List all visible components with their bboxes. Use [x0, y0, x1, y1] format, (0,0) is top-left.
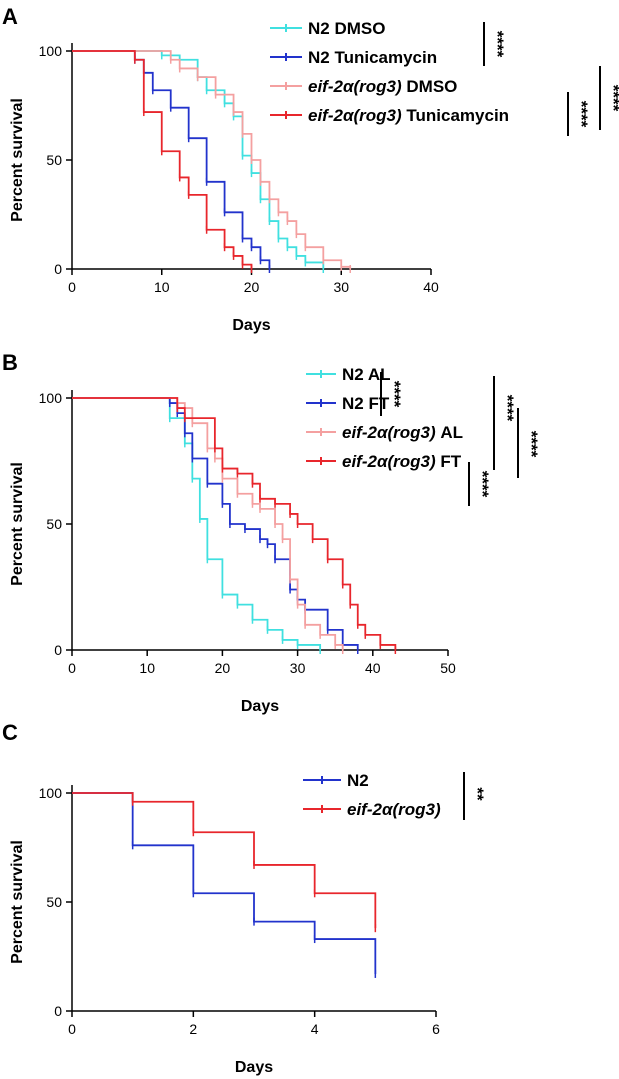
panel-c-series-1-line [72, 792, 377, 929]
panel-a-series-3-line [72, 50, 253, 269]
panel-c-y-tick-label: 0 [54, 1003, 62, 1019]
panel-c-x-tick-label: 6 [432, 1021, 440, 1037]
panel-c-legend-label: N2 [347, 771, 369, 790]
panel-a-y-tick-label: 0 [54, 261, 62, 277]
panel-a-significance-label: **** [572, 101, 591, 128]
panel-b-x-tick-label: 50 [440, 660, 456, 676]
panel-a-x-tick-label: 0 [68, 279, 76, 295]
panel-c-x-tick-label: 0 [68, 1021, 76, 1037]
panel-b-significance-label: **** [473, 471, 492, 498]
panel-a-chart: 0 10 20 30 40 0 50 100 Days Percent survival N2 DM… [9, 19, 619, 334]
panel-c-chart: 0 2 4 6 0 50 100 Days Percent survival N2 eif-2α(r… [9, 771, 487, 1076]
panel-letter-b: B [2, 350, 18, 375]
panel-b-legend-label: N2 FT [342, 394, 390, 413]
panel-a-x-axis-label: Days [232, 317, 270, 334]
panel-letter-c: C [2, 720, 18, 745]
panel-b-significance-label: **** [498, 395, 517, 422]
panel-a-legend-label: N2 Tunicamycin [308, 48, 437, 67]
panel-a-legend-label: N2 DMSO [308, 19, 385, 38]
panel-a-significance-label: **** [488, 31, 507, 58]
panel-b-x-tick-label: 40 [365, 660, 381, 676]
panel-b-x-tick-label: 0 [68, 660, 76, 676]
panel-a-legend-label: eif-2α(rog3) Tunicamycin [308, 106, 509, 125]
panel-a-x-tick-label: 20 [244, 279, 260, 295]
panel-a-y-tick-label: 100 [39, 43, 63, 59]
panel-a-series-2-line [72, 50, 352, 269]
panel-b-y-tick-label: 100 [39, 390, 63, 406]
panel-c-y-tick-label: 100 [39, 785, 63, 801]
panel-b-x-tick-label: 20 [215, 660, 231, 676]
panel-c-y-axis-label: Percent survival [9, 840, 26, 964]
panel-a-x-tick-label: 30 [333, 279, 349, 295]
panel-a-series-1-line [72, 50, 271, 269]
panel-b-series-2-line [72, 397, 344, 650]
panel-c-y-tick-label: 50 [46, 894, 62, 910]
panel-b-x-tick-label: 10 [139, 660, 155, 676]
panel-c-legend-label: eif-2α(rog3) [347, 800, 441, 819]
panel-a-significance-label: **** [604, 85, 619, 112]
panel-b-chart: 0 10 20 30 40 50 0 50 100 Days Percent survival N2 … [9, 365, 541, 715]
panel-c-x-axis-label: Days [235, 1059, 273, 1076]
panel-b-legend-label: N2 AL [342, 365, 391, 384]
panel-b-y-tick-label: 0 [54, 642, 62, 658]
panel-c-x-tick-label: 4 [311, 1021, 319, 1037]
panel-a-x-tick-label: 10 [154, 279, 170, 295]
panel-b-x-tick-label: 30 [290, 660, 306, 676]
panel-b-y-tick-label: 50 [46, 516, 62, 532]
panel-a-y-tick-label: 50 [46, 152, 62, 168]
panel-b-legend-label: eif-2α(rog3) AL [342, 423, 463, 442]
panel-a-series-0-line [72, 50, 325, 269]
panel-a-x-tick-label: 40 [423, 279, 439, 295]
panel-c-x-tick-label: 2 [189, 1021, 197, 1037]
panel-b-series-1-line [72, 397, 359, 650]
panel-b-significance-label: **** [385, 381, 404, 408]
panel-a-legend-label: eif-2α(rog3) DMSO [308, 77, 457, 96]
panel-b-legend-label: eif-2α(rog3) FT [342, 452, 462, 471]
panel-c-significance-label: ** [468, 787, 487, 801]
panel-a-y-axis-label: Percent survival [9, 98, 26, 222]
panel-letter-a: A [2, 4, 18, 29]
panel-b-x-axis-label: Days [241, 698, 279, 715]
panel-c-series-0-line [72, 792, 377, 974]
panel-b-y-axis-label: Percent survival [9, 462, 26, 586]
panel-b-significance-label: **** [522, 431, 541, 458]
